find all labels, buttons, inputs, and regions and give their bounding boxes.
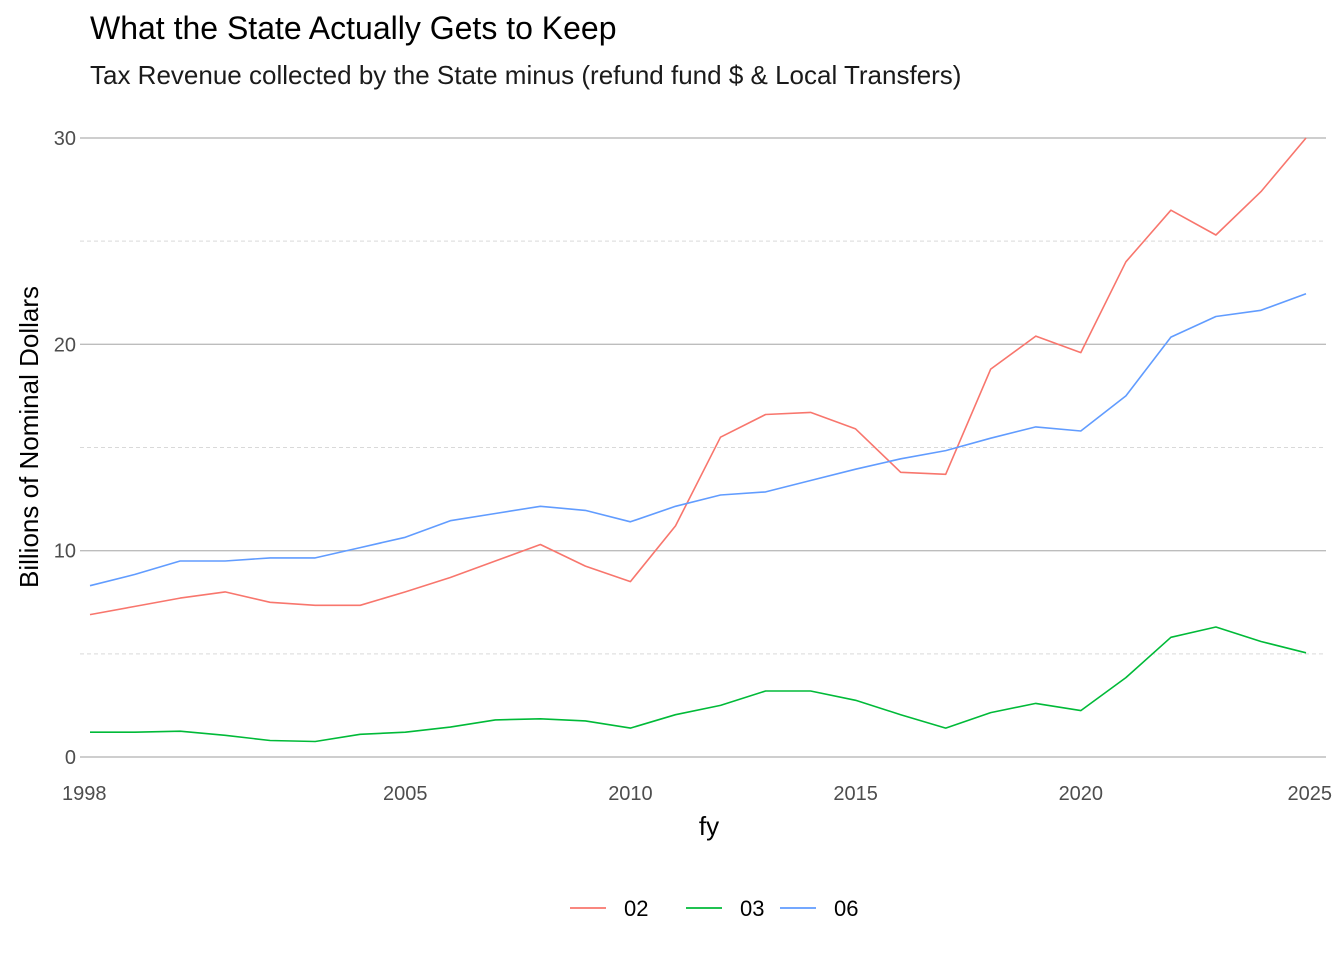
y-tick-label: 20 [54,334,76,356]
series-line-02 [89,137,1307,616]
x-axis-title: fy [699,811,719,841]
x-tick-label: 2015 [833,783,878,805]
x-axis-ticks: 1998 2005 2010 2015 2020 2025 [62,783,1332,805]
y-axis-ticks: 0 10 20 30 [54,128,76,769]
x-tick-label: 2010 [608,783,653,805]
series-lines [89,137,1307,743]
y-tick-label: 0 [65,747,76,769]
legend-label-02: 02 [624,896,648,921]
major-gridlines [80,137,1326,758]
x-tick-label: 1998 [62,783,107,805]
series-line-03 [90,626,1307,743]
chart-subtitle: Tax Revenue collected by the State minus… [90,60,962,90]
legend-label-06: 06 [834,896,858,921]
y-axis-title: Billions of Nominal Dollars [14,286,44,588]
x-tick-label: 2025 [1288,783,1333,805]
chart-title: What the State Actually Gets to Keep [90,10,617,46]
minor-gridlines [80,240,1326,655]
legend-label-03: 03 [740,896,764,921]
x-tick-label: 2020 [1059,783,1104,805]
legend: 02 03 06 [570,896,858,921]
x-tick-label: 2005 [383,783,428,805]
y-tick-label: 10 [54,541,76,563]
y-tick-label: 30 [54,128,76,150]
series-line-06 [89,293,1307,587]
